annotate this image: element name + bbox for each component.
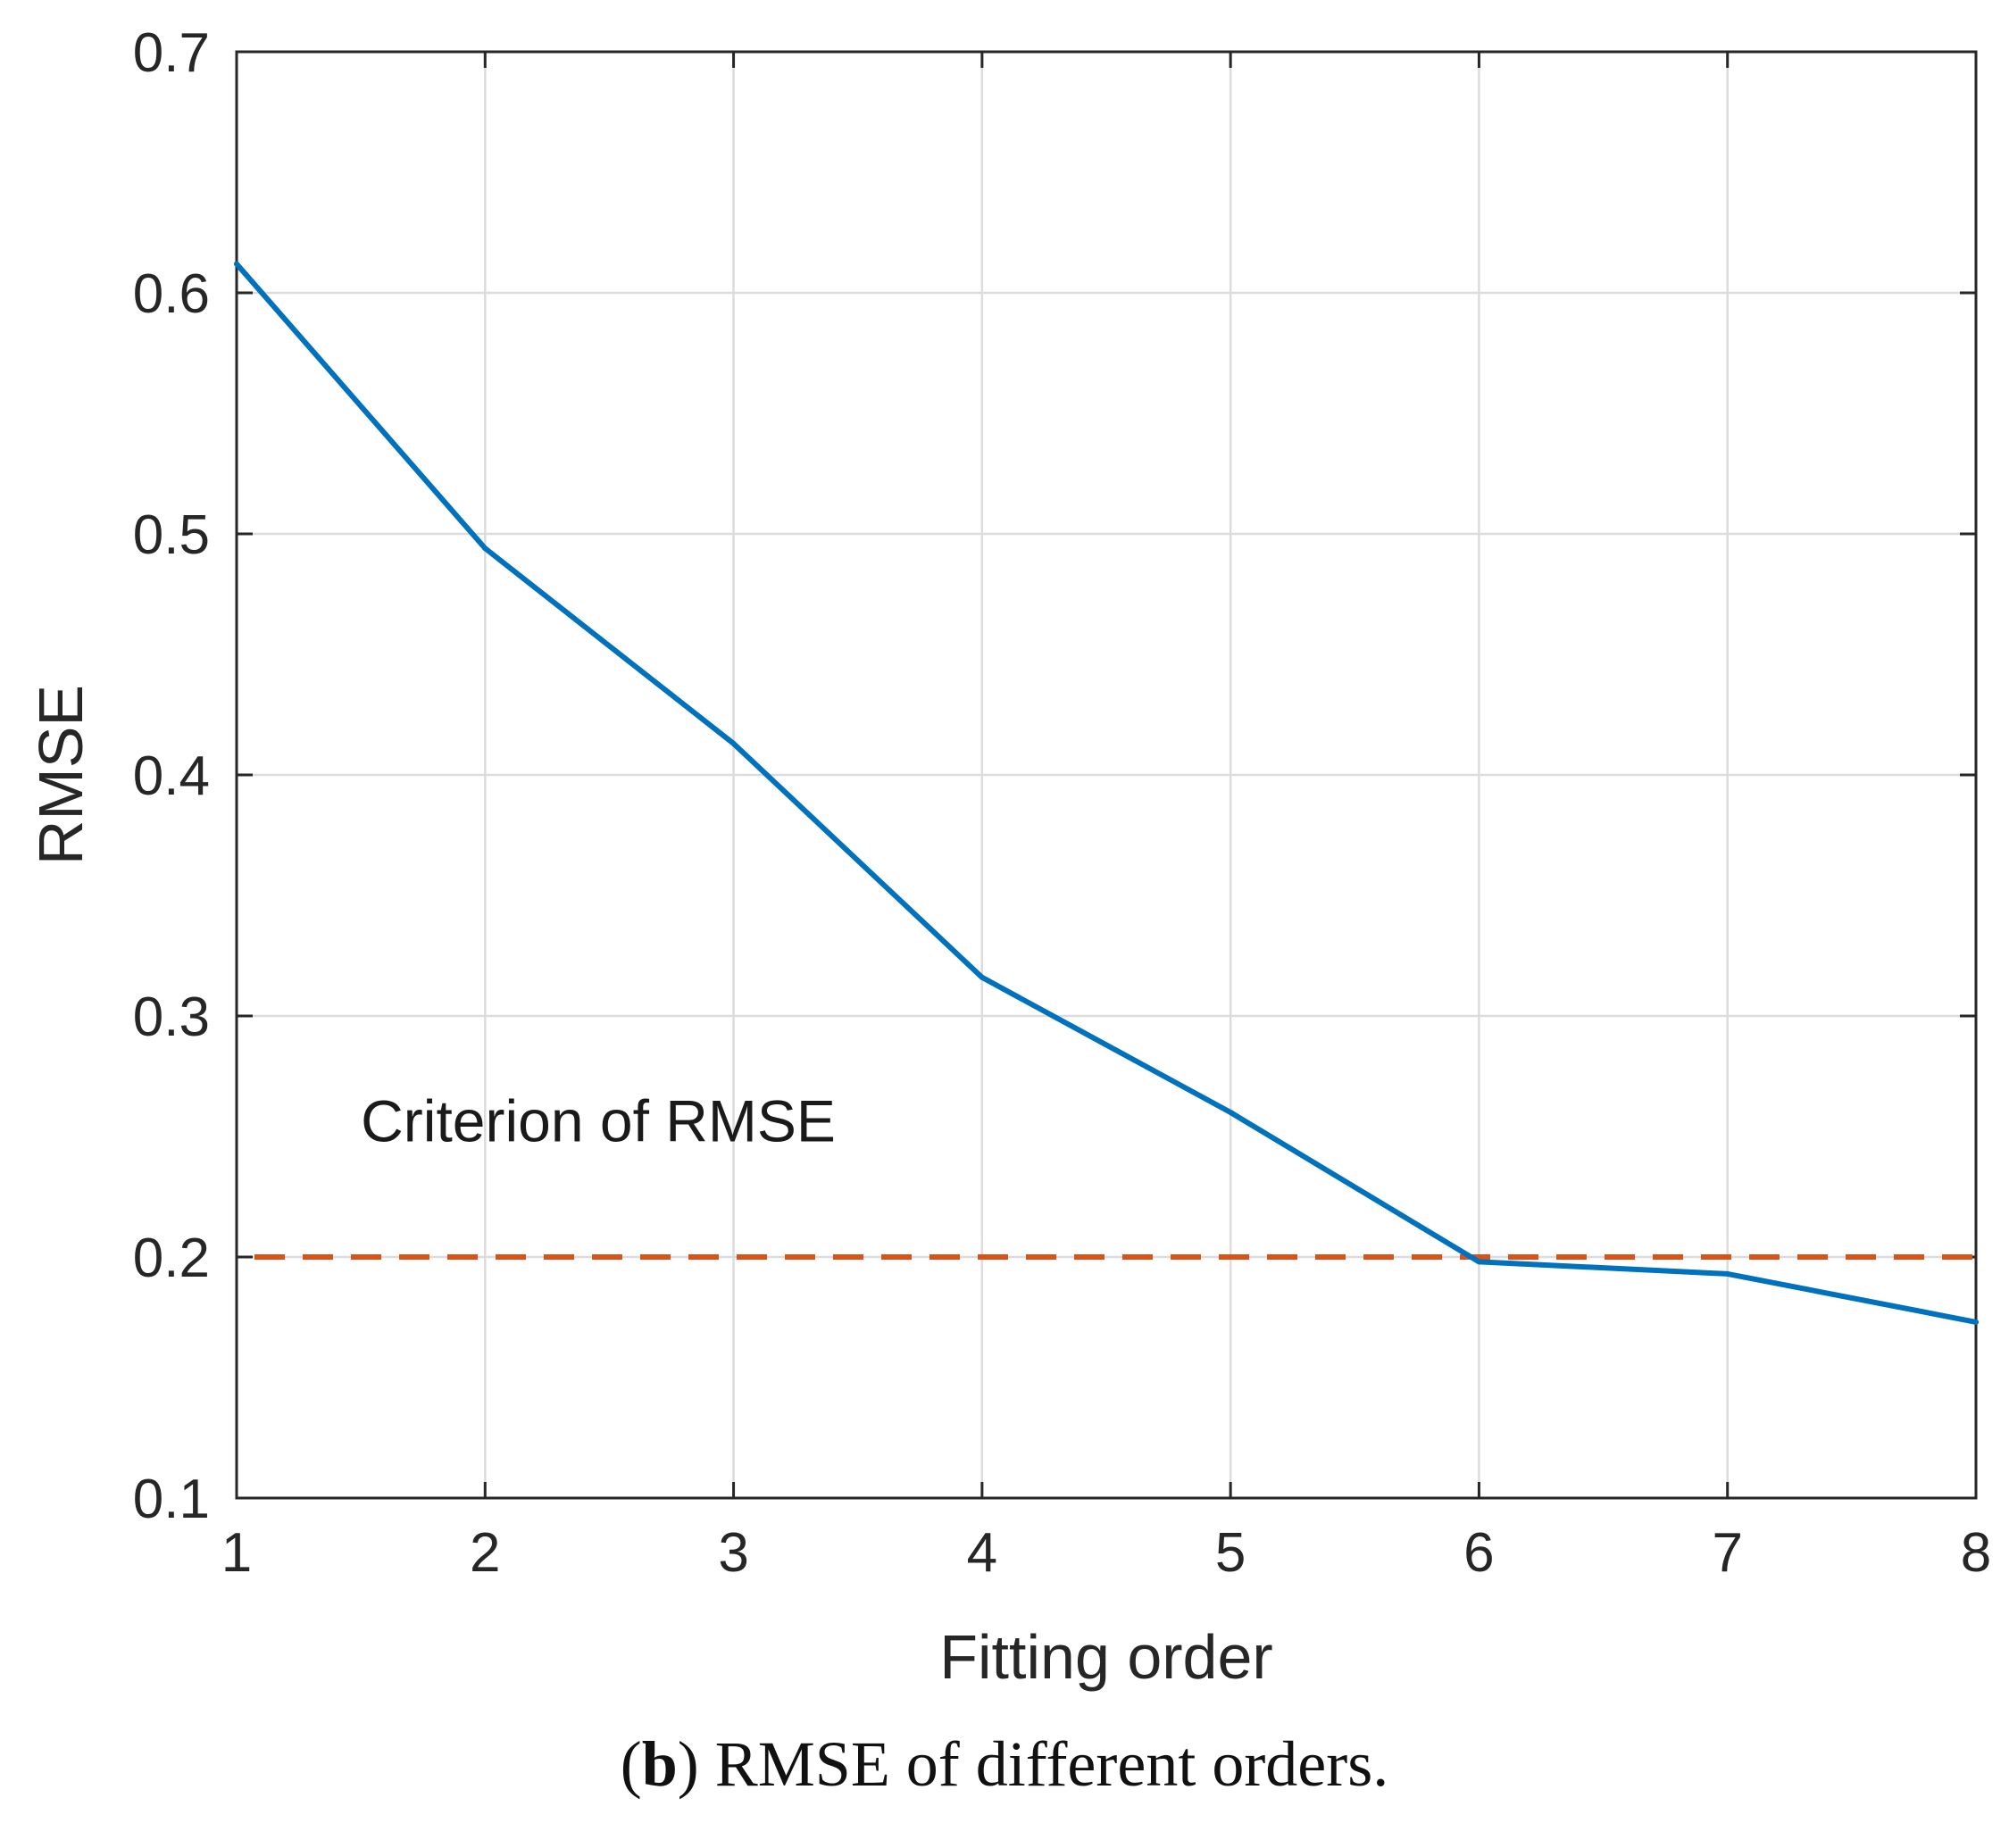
caption-label: b: [641, 1728, 678, 1800]
x-tick-label: 6: [1463, 1522, 1494, 1584]
x-tick-labels: 1 2 3 4 5 6 7 8: [221, 1522, 1991, 1584]
y-tick-label: 0.2: [133, 1228, 210, 1289]
axis-ticks: [235, 50, 1978, 1500]
x-tick-label: 7: [1712, 1522, 1742, 1584]
y-tick-label: 0.6: [133, 263, 210, 325]
data-point: [1228, 1110, 1234, 1115]
data-point: [482, 545, 488, 552]
y-tick-label: 0.4: [133, 745, 210, 807]
criterion-annotation: Criterion of RMSE: [361, 1087, 836, 1153]
data-point: [730, 740, 737, 746]
data-point: [979, 974, 985, 980]
data-point: [234, 261, 239, 267]
x-tick-label: 2: [470, 1522, 500, 1584]
y-tick-label: 0.3: [133, 986, 210, 1048]
x-tick-label: 8: [1961, 1522, 1991, 1584]
x-tick-label: 3: [718, 1522, 748, 1584]
data-point: [1476, 1259, 1482, 1265]
y-axis-title: RMSE: [26, 685, 96, 865]
x-tick-label: 1: [221, 1522, 252, 1584]
y-tick-label: 0.1: [133, 1469, 210, 1530]
data-points: [234, 261, 1979, 1325]
x-tick-label: 5: [1215, 1522, 1246, 1584]
data-point: [1724, 1270, 1730, 1277]
y-tick-labels: 0.1 0.2 0.3 0.4 0.5 0.6 0.7: [133, 22, 210, 1530]
figure-caption: (b) RMSE of different orders.: [620, 1728, 1389, 1800]
x-axis-title: Fitting order: [939, 1622, 1272, 1692]
data-point: [1973, 1319, 1979, 1325]
x-tick-label: 4: [967, 1522, 997, 1584]
y-tick-label: 0.7: [133, 22, 210, 84]
caption-text: RMSE of different orders.: [714, 1728, 1389, 1800]
rmse-series-line: [234, 261, 1979, 1325]
grid-lines: [235, 50, 1978, 1500]
y-tick-label: 0.5: [133, 504, 210, 566]
